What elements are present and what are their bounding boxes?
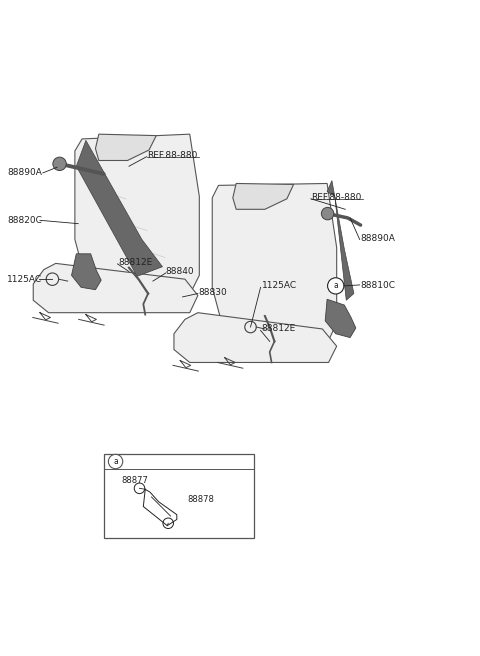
Polygon shape (174, 313, 336, 363)
Polygon shape (233, 184, 294, 209)
Text: 88812E: 88812E (118, 258, 152, 267)
Polygon shape (212, 184, 336, 348)
Text: REF.88-880: REF.88-880 (311, 194, 361, 202)
Text: a: a (333, 281, 338, 291)
Text: 1125AC: 1125AC (262, 281, 297, 291)
Text: 88877: 88877 (122, 476, 149, 485)
Polygon shape (75, 134, 199, 299)
Text: 88890A: 88890A (360, 234, 396, 243)
Circle shape (327, 277, 344, 294)
Text: 88878: 88878 (187, 495, 214, 504)
Text: 88812E: 88812E (262, 325, 296, 333)
Circle shape (322, 207, 334, 220)
Text: 88890A: 88890A (7, 169, 42, 177)
Text: 1125AC: 1125AC (7, 275, 42, 283)
Circle shape (53, 157, 66, 171)
Text: REF.88-880: REF.88-880 (147, 151, 197, 160)
Polygon shape (325, 299, 356, 338)
Text: 88820C: 88820C (7, 216, 42, 225)
Polygon shape (327, 180, 354, 300)
Text: 88830: 88830 (198, 287, 227, 297)
Circle shape (108, 455, 123, 468)
Polygon shape (96, 134, 156, 161)
FancyBboxPatch shape (104, 454, 254, 538)
Polygon shape (76, 140, 162, 276)
Text: 88840: 88840 (166, 267, 194, 276)
Polygon shape (33, 264, 198, 313)
Text: a: a (113, 457, 118, 466)
Text: 88810C: 88810C (360, 281, 396, 291)
Polygon shape (72, 254, 101, 290)
